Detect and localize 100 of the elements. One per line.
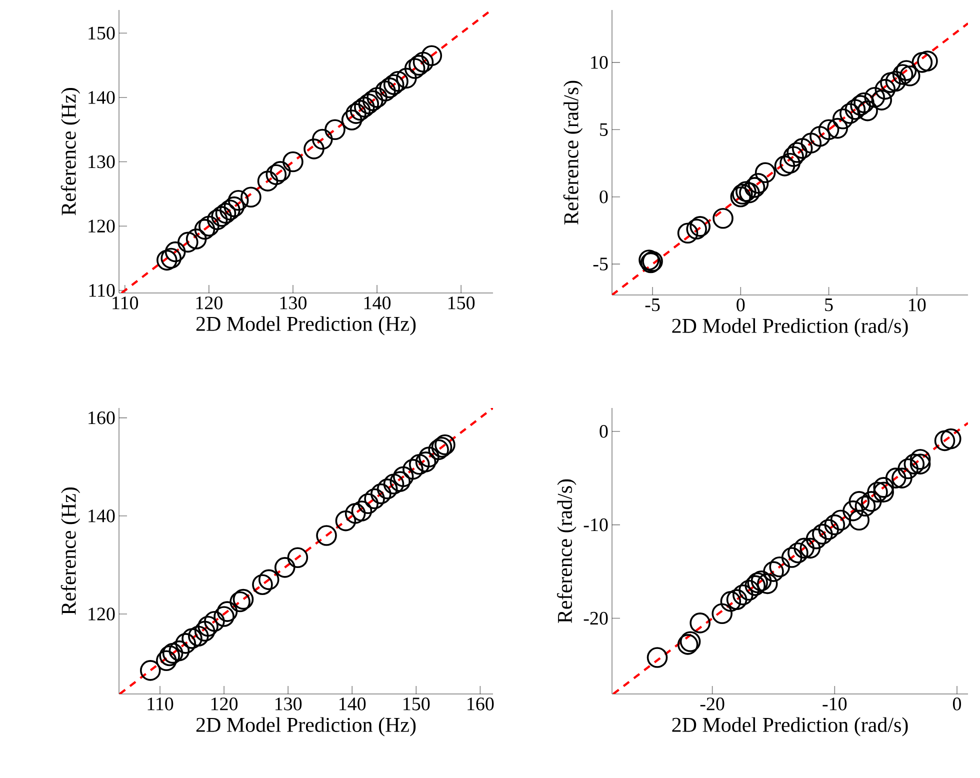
point xyxy=(351,500,372,522)
point xyxy=(904,454,925,474)
point xyxy=(186,228,207,250)
x-tick-label: -10 xyxy=(822,698,847,710)
point xyxy=(160,248,182,269)
point xyxy=(434,434,456,456)
point xyxy=(204,610,225,632)
point xyxy=(738,580,760,601)
point xyxy=(812,524,833,545)
point xyxy=(899,65,920,86)
point xyxy=(810,126,830,147)
point xyxy=(258,569,280,590)
x-tick-label: 150 xyxy=(448,296,475,310)
point xyxy=(383,74,404,95)
point xyxy=(842,500,864,522)
point xyxy=(164,241,186,262)
y-tick-label: 120 xyxy=(88,608,115,620)
point xyxy=(874,78,896,100)
x-tick-label: 120 xyxy=(211,698,238,710)
point xyxy=(720,591,742,612)
x-tick-label: 120 xyxy=(196,296,222,310)
point xyxy=(198,216,220,236)
point xyxy=(376,478,398,500)
point xyxy=(750,570,772,592)
point xyxy=(316,525,337,546)
point xyxy=(211,206,232,227)
point xyxy=(140,660,161,681)
point xyxy=(786,142,808,163)
point xyxy=(178,232,198,253)
point xyxy=(274,557,296,578)
point xyxy=(832,108,854,130)
point xyxy=(712,208,734,229)
x-tick-label: 0 xyxy=(736,298,745,312)
y-tick-label: 0 xyxy=(600,424,608,438)
point xyxy=(388,70,408,92)
point xyxy=(412,52,434,72)
y-tick-label: 140 xyxy=(88,510,115,522)
y-tick-label: 110 xyxy=(89,284,115,297)
y-axis-title: Reference (Hz) xyxy=(60,88,80,216)
point xyxy=(910,454,931,474)
point xyxy=(732,584,754,606)
point xyxy=(220,200,240,220)
point xyxy=(392,466,414,488)
y-tick-label: -20 xyxy=(584,612,608,625)
point xyxy=(362,90,384,112)
x-tick-label: 0 xyxy=(952,698,962,710)
point xyxy=(230,591,250,612)
point xyxy=(156,650,177,672)
point xyxy=(415,452,436,472)
point xyxy=(375,80,396,102)
point xyxy=(159,645,180,666)
point xyxy=(182,628,202,649)
point xyxy=(736,181,756,202)
point xyxy=(287,547,308,568)
x-tick-label: 130 xyxy=(280,296,306,310)
y-tick-label: 140 xyxy=(88,91,115,104)
point xyxy=(156,250,178,271)
point xyxy=(892,64,914,85)
point xyxy=(344,503,366,524)
point xyxy=(739,182,760,204)
point xyxy=(282,151,304,172)
point xyxy=(806,528,827,550)
point xyxy=(188,626,209,646)
x-tick-label: 110 xyxy=(112,296,138,310)
point xyxy=(754,162,776,184)
point xyxy=(252,574,273,595)
point xyxy=(896,60,917,81)
point xyxy=(402,458,424,480)
point xyxy=(690,216,711,237)
point xyxy=(257,170,278,192)
point xyxy=(175,633,196,654)
x-axis-title: 2D Model Prediction (rad/s) xyxy=(672,717,908,736)
point xyxy=(780,152,800,174)
point xyxy=(341,110,362,130)
point xyxy=(358,93,380,114)
point xyxy=(885,468,906,488)
x-tick-label: 110 xyxy=(148,698,174,710)
x-tick-label: 10 xyxy=(909,298,926,312)
point xyxy=(848,491,870,512)
point xyxy=(206,209,228,230)
y-tick-label: -5 xyxy=(593,258,608,270)
point xyxy=(216,601,238,622)
point xyxy=(792,138,813,159)
y-tick-label: 0 xyxy=(600,190,608,204)
x-tick-label: 150 xyxy=(404,698,430,710)
point xyxy=(769,556,790,578)
y-tick-label: 160 xyxy=(88,411,115,424)
point xyxy=(840,103,860,124)
point xyxy=(408,454,430,475)
point xyxy=(860,491,882,512)
point xyxy=(885,70,906,92)
y-axis-title: Reference (rad/s) xyxy=(563,80,583,224)
point xyxy=(431,436,452,458)
point xyxy=(880,72,901,93)
point xyxy=(912,52,933,73)
point xyxy=(800,538,821,559)
point xyxy=(270,161,291,182)
point xyxy=(854,496,876,517)
point xyxy=(844,99,866,120)
x-tick-label: 5 xyxy=(825,298,833,312)
